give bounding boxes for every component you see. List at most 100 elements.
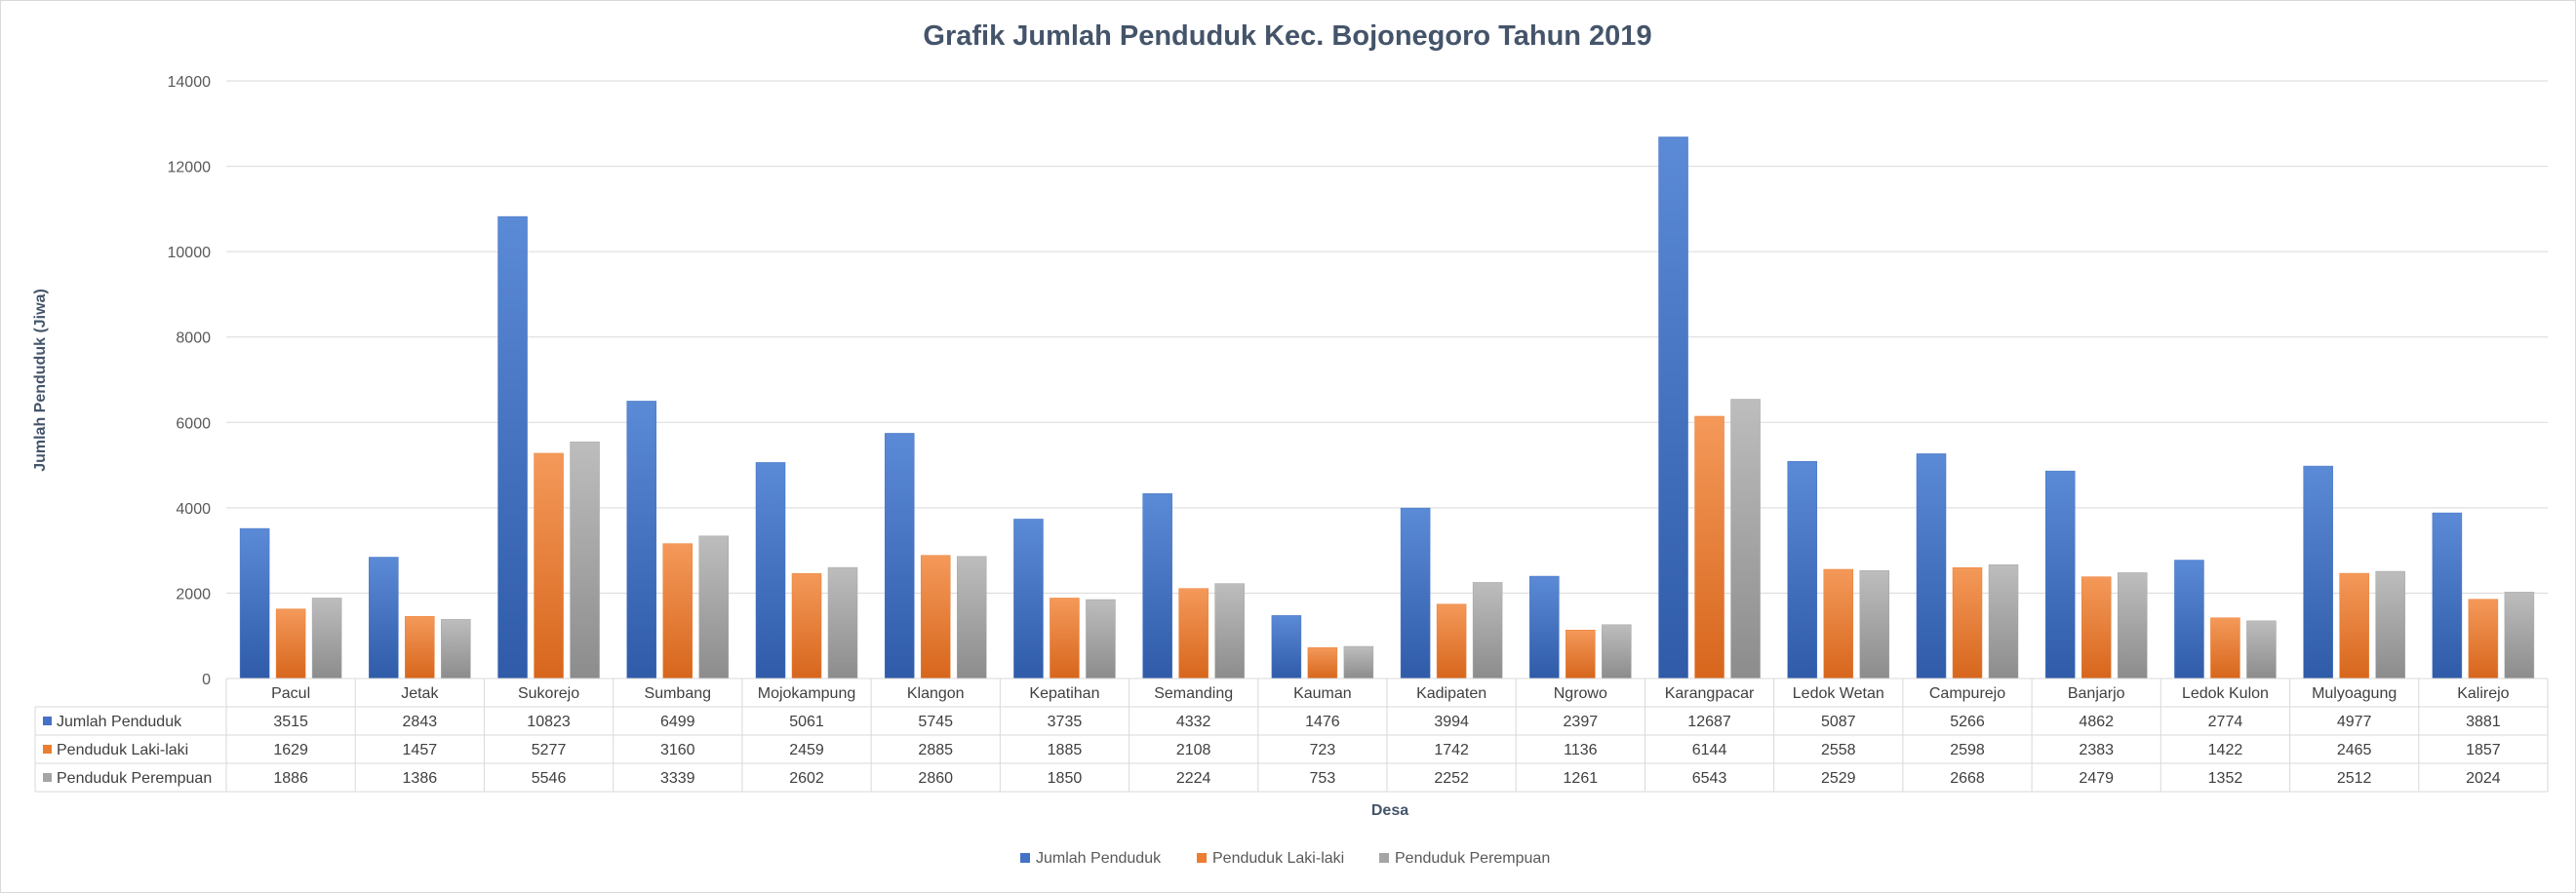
series-name: Jumlah Penduduk (57, 714, 182, 730)
category-label: Sukorejo (518, 685, 579, 702)
legend-swatch (1020, 853, 1030, 863)
table-value: 753 (1310, 770, 1336, 787)
table-value: 5061 (789, 714, 824, 730)
category-label: Ledok Wetan (1793, 685, 1884, 702)
table-value: 1422 (2208, 742, 2243, 758)
table-value: 2459 (789, 742, 824, 758)
table-value: 4862 (2079, 714, 2114, 730)
bar (1050, 598, 1080, 679)
table-value: 1857 (2466, 742, 2501, 758)
bars (239, 136, 2535, 679)
bar (755, 462, 786, 679)
table-value: 723 (1310, 742, 1336, 758)
bar (1730, 399, 1761, 679)
category-label: Semanding (1154, 685, 1233, 702)
gridlines (226, 80, 2548, 594)
bar (1529, 575, 1560, 679)
table-value: 3881 (2466, 714, 2501, 730)
category-label: Pacul (271, 685, 310, 702)
table-value: 2383 (2079, 742, 2114, 758)
y-axis-title: Jumlah Penduduk (Jiwa) (32, 289, 49, 472)
table-value: 2529 (1821, 770, 1856, 787)
bar (1343, 645, 1374, 679)
bar (1436, 603, 1467, 679)
bar (1787, 461, 1818, 679)
table-value: 1386 (403, 770, 438, 787)
table-value: 2465 (2337, 742, 2372, 758)
table-value: 1850 (1048, 770, 1083, 787)
bar (920, 555, 951, 679)
legend-label: Jumlah Penduduk (1036, 850, 1162, 867)
table-value: 2843 (403, 714, 438, 730)
table-value: 5266 (1950, 714, 1985, 730)
category-label: Klangon (907, 685, 965, 702)
table-value: 12687 (1687, 714, 1731, 730)
bar (405, 615, 435, 679)
y-axis-ticks: 0 2000 4000 6000 8000 10000 12000 14000 (168, 74, 212, 688)
bar (1602, 624, 1632, 679)
table-value: 2860 (918, 770, 953, 787)
bar (1916, 453, 1947, 679)
bar (239, 527, 270, 679)
bar (827, 566, 858, 679)
x-axis-title: Desa (1371, 802, 1408, 819)
table-value: 6499 (660, 714, 695, 730)
y-tick-label: 12000 (168, 160, 212, 176)
table-value: 2668 (1950, 770, 1985, 787)
table-value: 4332 (1176, 714, 1211, 730)
legend-swatch (1197, 853, 1207, 863)
bar (2210, 617, 2240, 679)
bar (1178, 588, 1209, 679)
table-value: 4977 (2337, 714, 2372, 730)
chart-title: Grafik Jumlah Penduduk Kec. Bojonegoro T… (923, 20, 1651, 52)
bar (1214, 583, 1245, 679)
table-value: 2479 (2079, 770, 2114, 787)
bar (1472, 582, 1503, 679)
bar (1565, 630, 1596, 679)
legend-label: Penduduk Perempuan (1395, 850, 1550, 867)
table-value: 2024 (2466, 770, 2501, 787)
table-value: 6543 (1692, 770, 1727, 787)
bar (662, 543, 694, 679)
table-value: 5745 (918, 714, 953, 730)
bar (2504, 592, 2535, 679)
table-value: 2252 (1434, 770, 1469, 787)
bar (497, 215, 528, 679)
table-value: 1476 (1305, 714, 1340, 730)
table-value: 3515 (273, 714, 308, 730)
legend-key (43, 717, 52, 725)
legend-swatch (1379, 853, 1389, 863)
legend: Jumlah Penduduk Penduduk Laki-laki Pendudu… (1020, 850, 1550, 867)
y-tick-label: 2000 (176, 586, 211, 602)
bar (275, 608, 306, 679)
bar (1271, 615, 1302, 679)
table-value: 1629 (273, 742, 308, 758)
category-label: Karangpacar (1665, 685, 1755, 702)
category-label: Kepatihan (1029, 685, 1099, 702)
bar (2468, 599, 2499, 679)
table-value: 1742 (1434, 742, 1469, 758)
bar (791, 573, 822, 679)
table-value: 3339 (660, 770, 695, 787)
table-value: 1261 (1564, 770, 1599, 787)
table-value: 6144 (1692, 742, 1727, 758)
legend-key (43, 745, 52, 754)
table-value: 2397 (1564, 714, 1599, 730)
bar (2432, 512, 2463, 679)
legend-label: Penduduk Laki-laki (1212, 850, 1344, 867)
bar (369, 557, 399, 679)
y-tick-label: 8000 (176, 330, 211, 347)
bar (2117, 572, 2148, 679)
table-value: 2602 (789, 770, 824, 787)
bar (698, 535, 730, 679)
table-value: 5546 (532, 770, 567, 787)
category-label: Ledok Kulon (2182, 685, 2269, 702)
category-label: Banjarjo (2068, 685, 2125, 702)
bar (570, 441, 600, 679)
category-label: Mulyoagung (2312, 685, 2397, 702)
table-value: 1136 (1564, 742, 1598, 758)
table-value: 1885 (1048, 742, 1083, 758)
bar (311, 598, 342, 679)
